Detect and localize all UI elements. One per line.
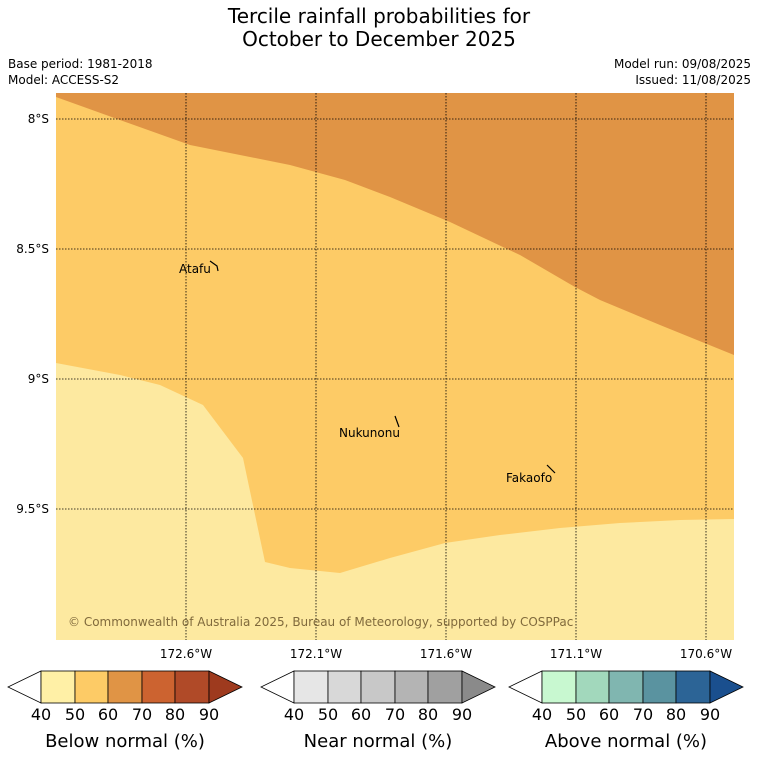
legend-swatch (107, 670, 143, 704)
legend-swatch (74, 670, 109, 704)
lat-label: 8.5°S (16, 242, 49, 256)
place-label-atafu: Atafu (179, 262, 211, 276)
lat-label: 9°S (28, 372, 49, 386)
legend-tick: 90 (700, 705, 720, 724)
copyright-notice: © Commonwealth of Australia 2025, Bureau… (68, 615, 573, 629)
lon-label: 171.1°W (550, 647, 602, 661)
lon-label: 171.6°W (420, 647, 472, 661)
legend-swatch (40, 670, 76, 704)
issued-date: Issued: 11/08/2025 (635, 73, 751, 87)
model-name: Model: ACCESS-S2 (8, 73, 120, 87)
legend-tick: 90 (199, 705, 219, 724)
fakaofo-atoll-outline (546, 464, 556, 474)
lat-label: 8°S (28, 112, 49, 126)
legend-title: Above normal (%) (545, 731, 707, 752)
legend-swatch (541, 670, 577, 704)
map-title-line1: Tercile rainfall probabilities for (227, 4, 531, 28)
lon-label: 172.6°W (160, 647, 212, 661)
legend-swatch (293, 670, 329, 704)
legend-near-normal: 40 50 60 70 80 90 Near normal (%) (260, 670, 496, 752)
legend-arrow-high (709, 670, 744, 704)
legend-swatch (642, 670, 677, 704)
legend-tick: 40 (284, 705, 304, 724)
base-period: Base period: 1981-2018 (8, 57, 153, 71)
lon-label: 170.6°W (680, 647, 732, 661)
legend-title: Near normal (%) (304, 731, 453, 752)
legend-swatch (675, 670, 711, 704)
legend-arrow-high (208, 670, 243, 704)
legend-swatch (141, 670, 176, 704)
legend-swatch (174, 670, 210, 704)
legend-tick: 60 (98, 705, 118, 724)
lon-label: 172.1°W (290, 647, 342, 661)
place-label-fakaofo: Fakaofo (506, 471, 552, 485)
legend-tick: 40 (532, 705, 552, 724)
region-below-40-50 (56, 363, 734, 640)
atoll-outlines (209, 260, 556, 474)
place-label-nukunonu: Nukunonu (339, 426, 400, 440)
legend-arrow-low (260, 670, 295, 704)
legend-swatch (327, 670, 362, 704)
legend-tick: 50 (566, 705, 586, 724)
legend-tick: 90 (452, 705, 472, 724)
legend-tick: 70 (385, 705, 405, 724)
legend-swatch (360, 670, 396, 704)
map-gridlines (56, 93, 734, 640)
legend-arrow-low (7, 670, 42, 704)
legend-above-normal: 40 50 60 70 80 90 Above normal (%) (508, 670, 744, 752)
legend-tick: 70 (633, 705, 653, 724)
longitude-labels: 172.6°W 172.1°W 171.6°W 171.1°W 170.6°W (160, 647, 732, 661)
legend-arrow-high (461, 670, 496, 704)
legend-tick: 80 (165, 705, 185, 724)
legend-tick: 50 (318, 705, 338, 724)
legend-title: Below normal (%) (45, 731, 205, 752)
legend-tick: 50 (65, 705, 85, 724)
legend-below-normal: 40 50 60 70 80 90 Below normal (%) (7, 670, 243, 752)
legend-swatch (575, 670, 610, 704)
legend-tick: 60 (351, 705, 371, 724)
lat-label: 9.5°S (16, 502, 49, 516)
legend-swatch (608, 670, 644, 704)
legend-tick: 60 (599, 705, 619, 724)
legend-swatch (427, 670, 463, 704)
legend-arrow-low (508, 670, 543, 704)
atafu-atoll-outline (209, 260, 219, 272)
latitude-labels: 8°S 8.5°S 9°S 9.5°S (16, 112, 49, 516)
legend-tick: 70 (132, 705, 152, 724)
model-run-date: Model run: 09/08/2025 (613, 57, 751, 71)
map-title-line2: October to December 2025 (242, 27, 516, 51)
legend-tick: 80 (666, 705, 686, 724)
legend-tick: 40 (31, 705, 51, 724)
legend-swatch (394, 670, 429, 704)
legend-tick: 80 (418, 705, 438, 724)
nukunonu-atoll-outline (394, 415, 400, 428)
